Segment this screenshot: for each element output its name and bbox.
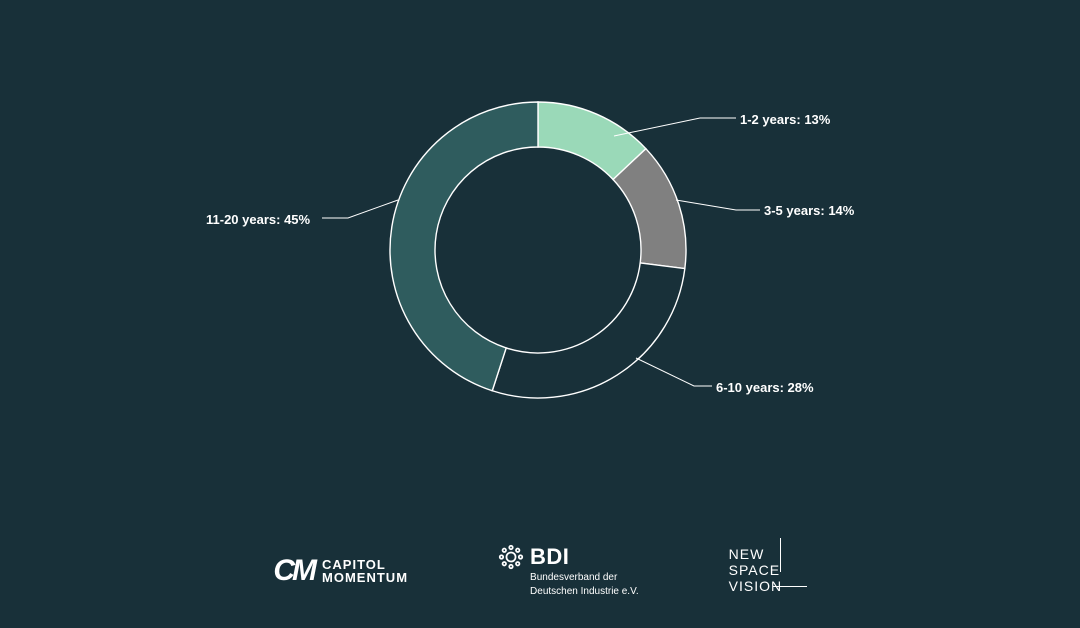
slice-label-1-2: 1-2 years: 13% [740, 112, 830, 127]
logo-bdi: BDI Bundesverband der Deutschen Industri… [498, 544, 639, 599]
donut-svg [0, 0, 1080, 628]
leader-line [322, 200, 398, 218]
nsv-w1: NEW [729, 546, 765, 562]
leader-line [636, 358, 712, 386]
slice-label-6-10: 6-10 years: 28% [716, 380, 814, 395]
leader-line [614, 118, 736, 136]
leader-line [676, 200, 760, 210]
capitol-momentum-text: CAPITOL MOMENTUM [322, 558, 408, 584]
donut-chart [0, 0, 1080, 628]
capitol-momentum-mark-icon: CM [273, 554, 314, 588]
nsv-w2: SPACE [729, 562, 780, 578]
logo-capitol-momentum: CM CAPITOL MOMENTUM [273, 554, 408, 588]
stage: 1-2 years: 13% 3-5 years: 14% 6-10 years… [0, 0, 1080, 628]
donut-slice [390, 102, 538, 391]
bdi-text: BDI Bundesverband der Deutschen Industri… [530, 544, 639, 599]
slice-label-3-5: 3-5 years: 14% [764, 203, 854, 218]
donut-slice [492, 263, 685, 398]
capitol-momentum-line2: MOMENTUM [322, 571, 408, 584]
logo-row: CM CAPITOL MOMENTUM [0, 542, 1080, 600]
bdi-sub1: Bundesverband der [530, 572, 639, 585]
bdi-title: BDI [530, 544, 639, 570]
bdi-sub2: Deutschen Industrie e.V. [530, 586, 639, 599]
nsv-wordmark-icon: NEW SPACE VISION [729, 542, 807, 600]
gear-icon [498, 544, 524, 570]
slice-label-11-20: 11-20 years: 45% [206, 212, 310, 227]
logo-new-space-vision: NEW SPACE VISION [729, 542, 807, 600]
